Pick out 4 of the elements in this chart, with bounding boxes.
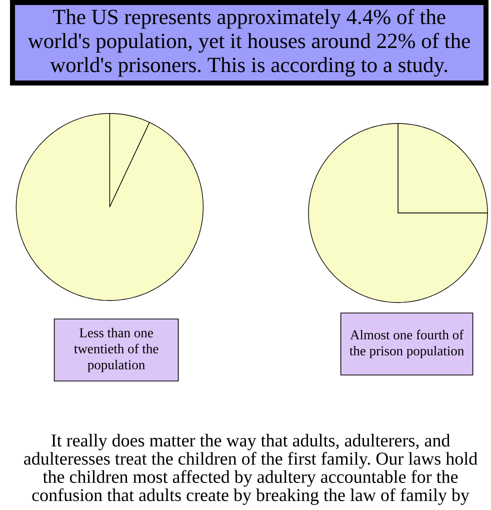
text: Less than one twentieth of the population: [74, 328, 158, 372]
text: Almost one fourth of the prison population: [350, 330, 464, 358]
text: It really does matter the way that adults, adulterers, and adulteresses treat the children of the first family. Our laws hold the children most affected by adultery accountable for the confusion that adults create by breaking the law of family by: [24, 434, 478, 505]
text: The US represents approximately 4.4% of the world's population, yet it houses around 22% of the world's prisoners. This is according to a study.: [28, 8, 470, 77]
